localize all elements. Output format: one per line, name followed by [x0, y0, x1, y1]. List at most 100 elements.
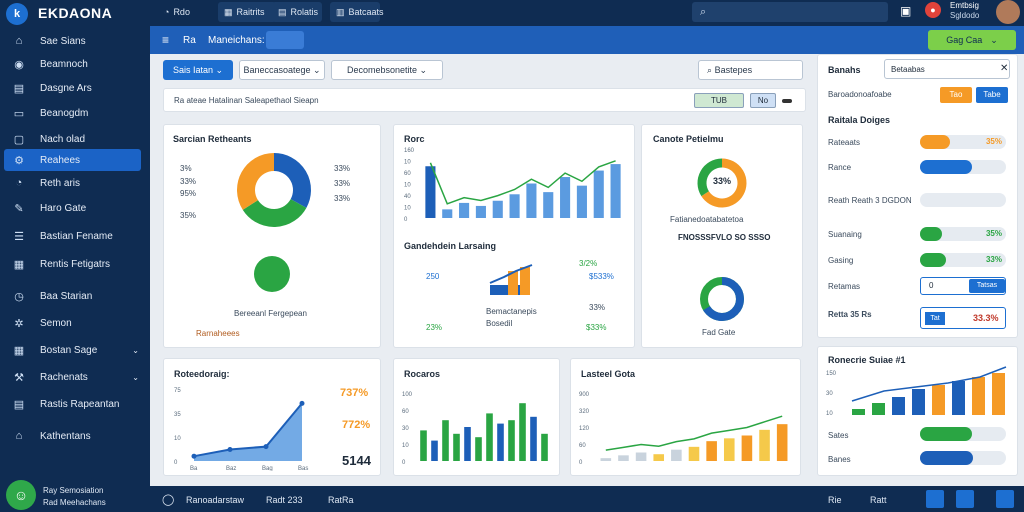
- stat-8: $33%: [586, 323, 607, 332]
- sidebar-item-12[interactable]: ▦ Bostan Sage ⌄: [4, 339, 141, 361]
- close-icon[interactable]: ✕: [1000, 63, 1009, 74]
- menu-icon[interactable]: ≡: [162, 33, 170, 47]
- bar: [475, 437, 482, 461]
- bar: [543, 192, 554, 218]
- sidebar-item-11[interactable]: ✲ Semon: [4, 312, 141, 334]
- panel-progress-bar: [920, 160, 1006, 174]
- tab-rolatis[interactable]: ▤ Rolatis: [272, 2, 322, 22]
- chat-icon[interactable]: ◯: [162, 494, 175, 506]
- sidebar-item-7[interactable]: ✎ Haro Gate: [4, 197, 141, 219]
- progress-fill: [920, 135, 951, 149]
- sidebar-item-2[interactable]: ▤ Dasgne Ars: [4, 77, 141, 99]
- chevron-down-icon[interactable]: ⌄: [132, 345, 139, 355]
- more-icon[interactable]: [782, 99, 792, 103]
- bar: [618, 455, 629, 461]
- panel-button-1[interactable]: Tao: [940, 87, 972, 103]
- card-title: Roteedoraig:: [174, 369, 230, 379]
- legend-right-3: 33%: [334, 194, 351, 203]
- info-button-1[interactable]: TUB: [694, 93, 744, 108]
- card-title: Lasteel Gota: [581, 369, 636, 379]
- user-avatar[interactable]: ☺: [6, 480, 36, 510]
- brand-name: EKDAONA: [38, 5, 113, 21]
- chevron-down-icon[interactable]: ⌄: [132, 372, 139, 382]
- panel-search-input[interactable]: Betaabas: [884, 59, 1010, 79]
- sidebar-item-1[interactable]: ◉ Beamnoch: [4, 53, 141, 75]
- progress-value: 33%: [985, 255, 1002, 264]
- panel-toggle[interactable]: 0 Tatsas: [920, 277, 1006, 295]
- sidebar-item-13[interactable]: ⚒ Rachenats ⌄: [4, 366, 141, 388]
- bottom-mid-label-2: RatRa: [328, 495, 354, 505]
- primary-action-button[interactable]: Gag Caa ⌄: [928, 30, 1016, 50]
- sidebar-item-0[interactable]: ⌂ Sae Sians: [4, 30, 141, 52]
- sidebar-item-label: Kathentans: [40, 430, 91, 442]
- sidebar-item-label: Reth aris: [40, 177, 81, 189]
- tick-label: 30: [402, 426, 409, 432]
- card-subtitle: Gandehdein Larsaing: [404, 241, 497, 251]
- donut-card-1: Sarcian Retheants 3% 33% 95% 35% 33% 33%…: [163, 124, 381, 348]
- sidebar-item-9[interactable]: ▦ Rentis Fetigatrs: [4, 253, 141, 275]
- page-title: Maneichans:: [208, 35, 265, 46]
- bar: [723, 438, 735, 461]
- card-caption: Fatianedoatabatetoa: [670, 215, 744, 224]
- settings-icon[interactable]: [956, 490, 974, 508]
- bar: [508, 420, 515, 461]
- bar: [892, 397, 905, 415]
- tab-batcaats[interactable]: ▥ Batcaats: [330, 2, 384, 22]
- calendar-icon[interactable]: ▣: [900, 4, 912, 18]
- bar: [453, 433, 460, 461]
- bar: [759, 429, 770, 461]
- sidebar-item-4[interactable]: ▢ Nach olad: [4, 128, 141, 150]
- sidebar-item-8[interactable]: ☰ Bastian Fename: [4, 225, 141, 247]
- sidebar-item-3[interactable]: ▭ Beanogdm: [4, 102, 141, 124]
- bar: [952, 381, 965, 415]
- info-button-2[interactable]: No: [750, 93, 776, 108]
- bar: [576, 185, 587, 218]
- trend-line: [429, 160, 616, 205]
- pie-slice: [242, 198, 307, 227]
- stat-value-1: 737%: [340, 387, 369, 399]
- tab-reports[interactable]: ▦ Raitrits: [218, 2, 276, 22]
- bar: [610, 164, 621, 218]
- sidebar-item-label: Reahees: [40, 154, 81, 166]
- sidebar-item-5[interactable]: ⚙ Reahees: [4, 149, 141, 171]
- mini-chart: [489, 264, 533, 295]
- bottom-mid-label: Radt 233: [266, 495, 303, 505]
- logo-icon: ◔: [164, 7, 170, 17]
- card-caption: Bereeanl Fergepean: [234, 309, 307, 318]
- sidebar-item-15[interactable]: ⌂ Kathentans: [4, 425, 141, 447]
- toolbar-chip[interactable]: [266, 31, 304, 49]
- user-icon[interactable]: [996, 490, 1014, 508]
- apps-icon[interactable]: [926, 490, 944, 508]
- panel-section-title: Raitala Doiges: [828, 115, 891, 125]
- tick-label: 160: [404, 148, 415, 154]
- notification-icon[interactable]: ●: [925, 2, 941, 18]
- tab-home[interactable]: ◔ Rdo: [164, 7, 190, 17]
- clock-icon: ◷: [14, 290, 24, 303]
- panel-field[interactable]: Tat 33.3%: [920, 307, 1006, 329]
- legend-left-3: 95%: [180, 189, 197, 198]
- panel-button-2[interactable]: Tabe: [976, 87, 1008, 103]
- bar: [872, 403, 885, 415]
- filter-select-2[interactable]: Decomebsonetite ⌄: [331, 60, 443, 80]
- tick-label: 10: [404, 183, 411, 189]
- filter-search[interactable]: ⌕ Bastepes: [698, 60, 803, 80]
- sidebar-item-14[interactable]: ▤ Rastis Rapeantan: [4, 393, 141, 415]
- side-bar-chart: 150 30 10: [826, 366, 1007, 417]
- list-icon: ☰: [14, 230, 24, 243]
- toolbar-label: Ra: [183, 35, 196, 46]
- search-input[interactable]: ⌕: [692, 2, 888, 22]
- bar: [431, 440, 438, 461]
- avatar[interactable]: [996, 0, 1020, 24]
- sidebar-item-label: Sae Sians: [40, 35, 86, 47]
- bottom-right-label-2: Ratt: [870, 495, 887, 505]
- filter-select-1[interactable]: Baneccasoatege ⌄: [239, 60, 325, 80]
- bar: [475, 205, 486, 218]
- sidebar-item-10[interactable]: ◷ Baa Starian: [4, 285, 141, 307]
- user-role: Sgldodo: [950, 11, 980, 20]
- info-bar: Ra ateae Hatalinan Saleapethaol Sieapn T…: [163, 88, 806, 112]
- tick-label: 150: [826, 371, 837, 377]
- filter-primary-button[interactable]: Sais Iatan ⌄: [163, 60, 233, 80]
- bar: [671, 449, 682, 461]
- sidebar-item-6[interactable]: ◔ Reth aris: [4, 172, 141, 194]
